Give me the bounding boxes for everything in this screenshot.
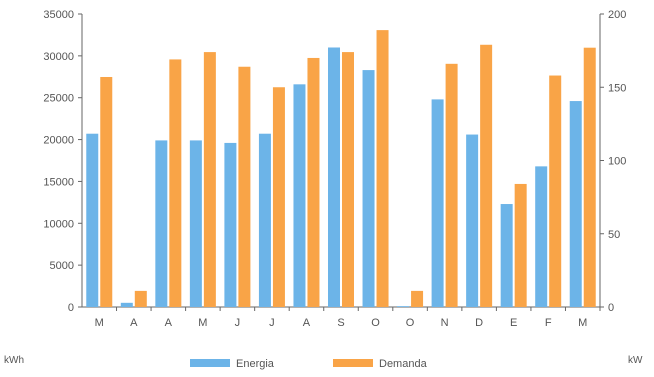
legend-label-demanda: Demanda [379,358,428,370]
bar-demanda [549,75,562,307]
left-tick-label: 15000 [43,176,74,188]
bar-demanda [445,63,458,308]
bar-demanda [342,52,354,308]
right-tick-label: 0 [608,302,614,314]
right-tick-label: 50 [608,229,620,241]
bar-demanda [583,47,596,307]
right-tick-label: 150 [608,82,626,94]
x-tick-label: S [337,317,344,329]
left-tick-label: 10000 [43,218,74,230]
bar-energia [466,134,479,307]
bar-energia [86,133,99,307]
bar-energia [500,204,513,307]
x-tick-label: M [578,317,587,329]
bar-energia [189,140,202,307]
bar-demanda [376,30,389,308]
bar-energia [258,133,271,307]
bar-demanda [272,87,285,307]
bar-energia [293,84,306,307]
x-tick-label: N [441,317,449,329]
x-tick-label: J [269,317,275,329]
axes [78,13,604,311]
bars [86,30,596,308]
bar-energia [155,140,168,307]
x-tick-label: A [165,317,173,329]
bar-demanda [480,44,493,307]
bar-energia [362,70,375,308]
right-tick-label: 200 [608,9,626,21]
left-tick-label: 20000 [43,135,74,147]
bar-energia [431,99,444,307]
left-tick-label: 0 [68,302,74,314]
bar-demanda [134,290,147,307]
x-tick-label: J [235,317,241,329]
bar-energia [569,101,582,307]
legend-swatch-energia [190,359,230,367]
bar-energia [397,306,410,307]
left-axis-unit: kWh [4,355,24,366]
x-tick-label: D [475,317,483,329]
x-tick-label: M [198,317,207,329]
bar-energia [328,47,340,307]
bar-demanda [514,183,527,307]
bar-energia [224,142,237,307]
bar-demanda [238,66,251,308]
tick-labels: 0 5000 10000 15000 20000 25000 30000 35000 0 50 10… [43,9,626,329]
legend-swatch-demanda [333,359,373,367]
left-tick-label: 30000 [43,51,74,63]
bar-demanda [169,59,182,307]
x-tick-label: E [510,317,517,329]
right-axis-unit: kW [628,355,643,366]
bar-demanda [203,52,216,308]
x-tick-label: F [545,317,552,329]
left-tick-label: 35000 [43,9,74,21]
bar-energia [120,302,133,307]
x-tick-label: A [130,317,138,329]
bar-demanda [411,290,424,307]
left-tick-label: 5000 [50,260,74,272]
bar-demanda [100,76,113,308]
x-tick-label: O [406,317,415,329]
x-tick-label: A [303,317,311,329]
x-tick-label: M [95,317,104,329]
legend: Energia Demanda [190,358,428,370]
x-tick-label: O [371,317,380,329]
right-tick-label: 100 [608,156,626,168]
bar-demanda [307,57,320,308]
left-tick-label: 25000 [43,93,74,105]
legend-label-energia: Energia [236,358,275,370]
bar-energia [535,166,548,307]
